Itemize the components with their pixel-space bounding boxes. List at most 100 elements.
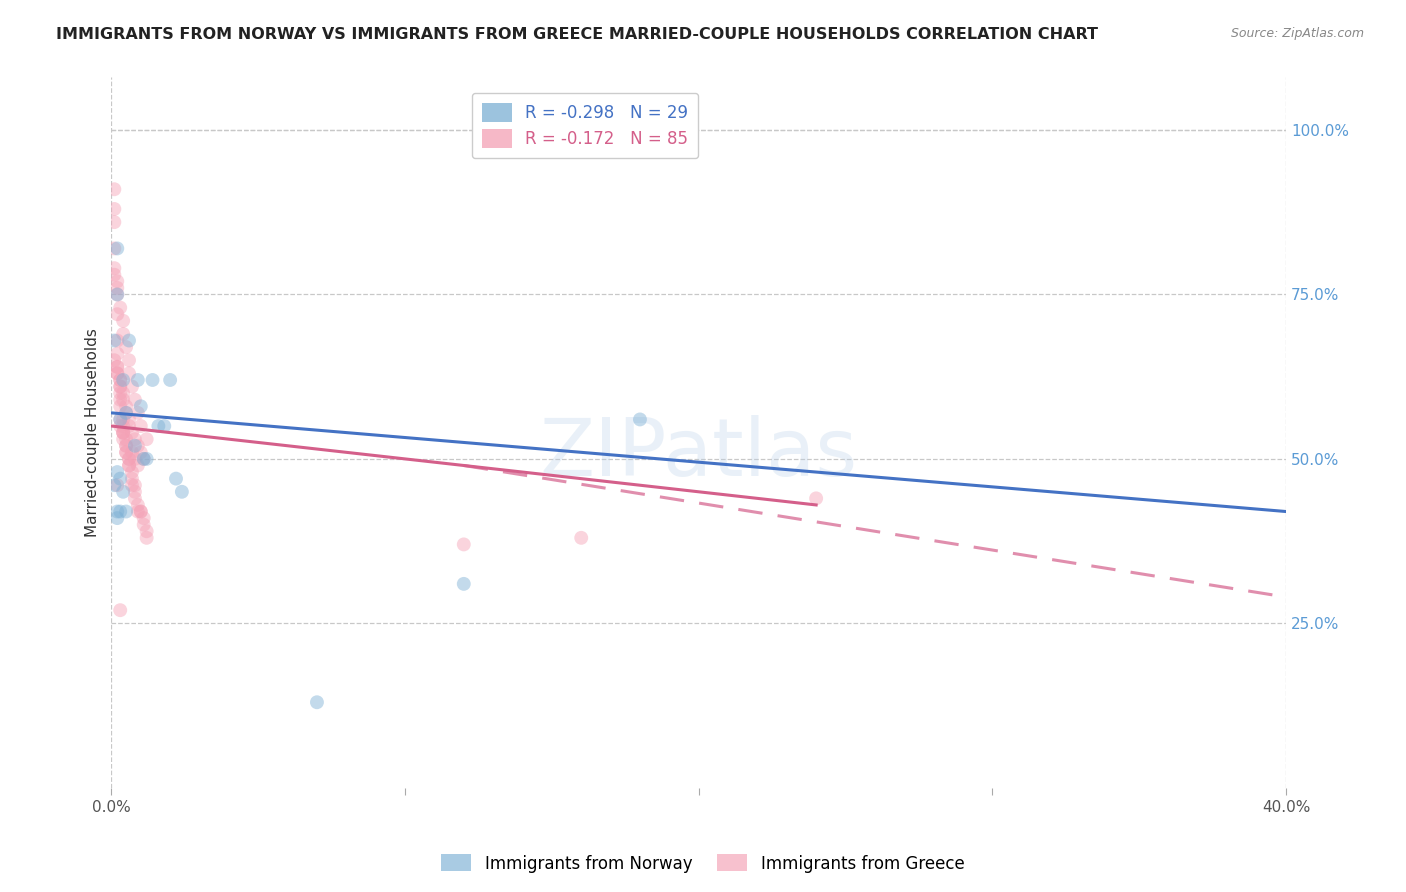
Point: [103, 202, 125, 216]
Point: [105, 281, 128, 295]
Point: [118, 367, 141, 381]
Point: [148, 419, 170, 434]
Point: [124, 491, 146, 506]
Point: [129, 399, 152, 413]
Point: [121, 472, 143, 486]
Point: [115, 439, 138, 453]
Point: [115, 406, 138, 420]
Point: [129, 504, 152, 518]
Point: [141, 373, 163, 387]
Point: [115, 340, 138, 354]
Point: [129, 445, 152, 459]
Point: [110, 392, 132, 407]
Point: [115, 432, 138, 446]
Point: [132, 511, 155, 525]
Point: [127, 373, 149, 387]
Point: [105, 242, 128, 256]
Point: [124, 439, 146, 453]
Point: [103, 268, 125, 282]
Point: [115, 504, 138, 518]
Point: [118, 419, 141, 434]
Point: [135, 531, 157, 545]
Point: [105, 274, 128, 288]
Point: [112, 425, 135, 440]
Point: [103, 353, 125, 368]
Point: [112, 392, 135, 407]
Point: [118, 451, 141, 466]
Point: [110, 603, 132, 617]
Point: [170, 484, 193, 499]
Point: [103, 334, 125, 348]
Point: [132, 451, 155, 466]
Point: [115, 445, 138, 459]
Point: [112, 412, 135, 426]
Point: [118, 353, 141, 368]
Legend: R = -0.298   N = 29, R = -0.172   N = 85: R = -0.298 N = 29, R = -0.172 N = 85: [472, 93, 699, 158]
Point: [127, 406, 149, 420]
Point: [115, 399, 138, 413]
Point: [159, 373, 181, 387]
Point: [112, 484, 135, 499]
Point: [112, 425, 135, 440]
Legend: Immigrants from Norway, Immigrants from Greece: Immigrants from Norway, Immigrants from …: [434, 847, 972, 880]
Point: [105, 478, 128, 492]
Point: [110, 386, 132, 401]
Point: [121, 445, 143, 459]
Point: [103, 242, 125, 256]
Point: [121, 379, 143, 393]
Point: [121, 478, 143, 492]
Point: [105, 367, 128, 381]
Point: [112, 373, 135, 387]
Point: [115, 445, 138, 459]
Point: [112, 425, 135, 440]
Point: [105, 359, 128, 374]
Point: [110, 412, 132, 426]
Text: ZIPatlas: ZIPatlas: [540, 415, 858, 493]
Point: [110, 379, 132, 393]
Point: [105, 359, 128, 374]
Point: [112, 419, 135, 434]
Point: [132, 517, 155, 532]
Point: [118, 412, 141, 426]
Point: [569, 531, 592, 545]
Text: Source: ZipAtlas.com: Source: ZipAtlas.com: [1230, 27, 1364, 40]
Point: [112, 326, 135, 341]
Point: [112, 386, 135, 401]
Point: [110, 419, 132, 434]
Point: [103, 261, 125, 276]
Point: [129, 504, 152, 518]
Point: [124, 451, 146, 466]
Point: [110, 412, 132, 426]
Point: [804, 491, 827, 506]
Point: [105, 334, 128, 348]
Point: [121, 425, 143, 440]
Point: [105, 307, 128, 321]
Point: [165, 472, 187, 486]
Point: [453, 577, 475, 591]
Point: [110, 379, 132, 393]
Point: [127, 498, 149, 512]
Point: [124, 392, 146, 407]
Point: [105, 346, 128, 360]
Point: [115, 406, 138, 420]
Point: [110, 373, 132, 387]
Point: [305, 695, 328, 709]
Point: [105, 511, 128, 525]
Point: [105, 465, 128, 479]
Point: [153, 419, 176, 434]
Point: [112, 432, 135, 446]
Point: [110, 373, 132, 387]
Y-axis label: Married-couple Households: Married-couple Households: [86, 328, 100, 537]
Point: [103, 215, 125, 229]
Point: [628, 412, 651, 426]
Point: [118, 451, 141, 466]
Point: [127, 458, 149, 473]
Point: [105, 367, 128, 381]
Point: [103, 182, 125, 196]
Point: [124, 484, 146, 499]
Point: [132, 451, 155, 466]
Point: [135, 432, 157, 446]
Point: [118, 458, 141, 473]
Point: [135, 451, 157, 466]
Point: [103, 478, 125, 492]
